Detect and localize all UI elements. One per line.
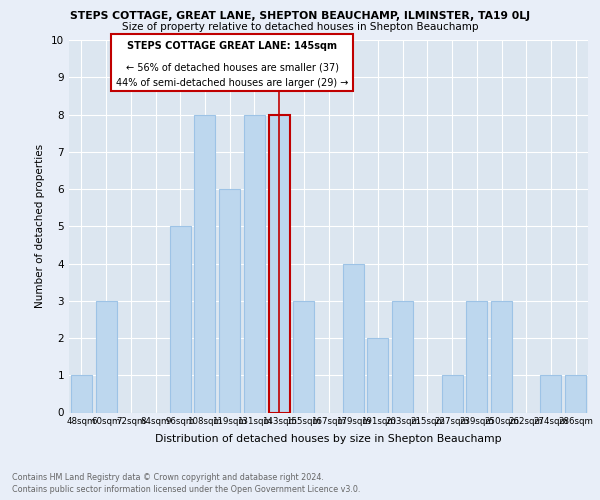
- Text: STEPS COTTAGE GREAT LANE: 145sqm: STEPS COTTAGE GREAT LANE: 145sqm: [127, 42, 337, 51]
- Bar: [95, 301, 116, 412]
- Bar: [219, 189, 240, 412]
- Y-axis label: Number of detached properties: Number of detached properties: [35, 144, 46, 308]
- Text: Size of property relative to detached houses in Shepton Beauchamp: Size of property relative to detached ho…: [122, 22, 478, 32]
- Text: STEPS COTTAGE, GREAT LANE, SHEPTON BEAUCHAMP, ILMINSTER, TA19 0LJ: STEPS COTTAGE, GREAT LANE, SHEPTON BEAUC…: [70, 11, 530, 21]
- Bar: [343, 264, 364, 412]
- Bar: [442, 375, 463, 412]
- Text: Contains public sector information licensed under the Open Government Licence v3: Contains public sector information licen…: [12, 485, 361, 494]
- Text: 44% of semi-detached houses are larger (29) →: 44% of semi-detached houses are larger (…: [116, 78, 349, 88]
- Text: Contains HM Land Registry data © Crown copyright and database right 2024.: Contains HM Land Registry data © Crown c…: [12, 472, 324, 482]
- Bar: [466, 301, 487, 412]
- Bar: [71, 375, 92, 412]
- Bar: [367, 338, 388, 412]
- Bar: [541, 375, 562, 412]
- Bar: [293, 301, 314, 412]
- X-axis label: Distribution of detached houses by size in Shepton Beauchamp: Distribution of detached houses by size …: [155, 434, 502, 444]
- Bar: [565, 375, 586, 412]
- Bar: [392, 301, 413, 412]
- Bar: [194, 114, 215, 412]
- Bar: [244, 114, 265, 412]
- Bar: [269, 114, 290, 412]
- FancyBboxPatch shape: [111, 34, 353, 92]
- Text: ← 56% of detached houses are smaller (37): ← 56% of detached houses are smaller (37…: [125, 63, 338, 73]
- Bar: [491, 301, 512, 412]
- Bar: [170, 226, 191, 412]
